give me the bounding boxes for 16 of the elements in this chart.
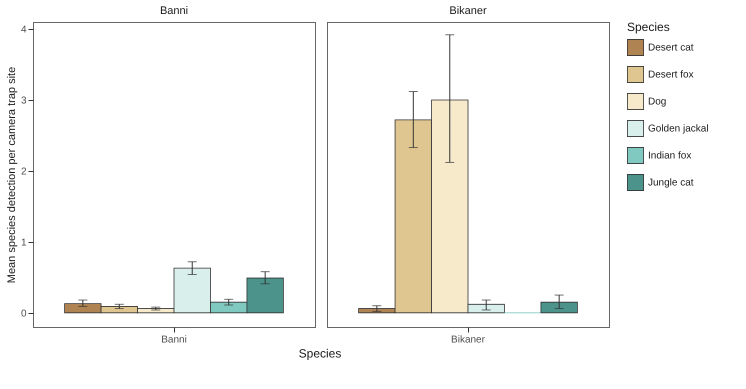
legend-label: Jungle cat: [648, 178, 694, 188]
legend-label: Golden jackal: [648, 124, 709, 134]
legend-label: Desert cat: [648, 42, 694, 54]
text: Banni: [161, 334, 187, 346]
y-tick-label: 4: [20, 24, 27, 36]
y-tick-label: 3: [20, 96, 27, 107]
y-tick-label: 2: [20, 166, 27, 178]
legend-label: Dog: [648, 96, 666, 108]
legend-label: Desert fox: [648, 70, 694, 80]
y-axis-title: Mean species detection per camera trap site: [6, 66, 18, 284]
text: Bikaner: [451, 334, 486, 346]
legend-title: Species: [627, 20, 670, 34]
legend-label: Indian fox: [648, 150, 692, 162]
y-tick-label: 1: [20, 237, 27, 248]
y-tick-label: 0: [20, 308, 27, 320]
x-axis-title: Species: [298, 346, 342, 360]
